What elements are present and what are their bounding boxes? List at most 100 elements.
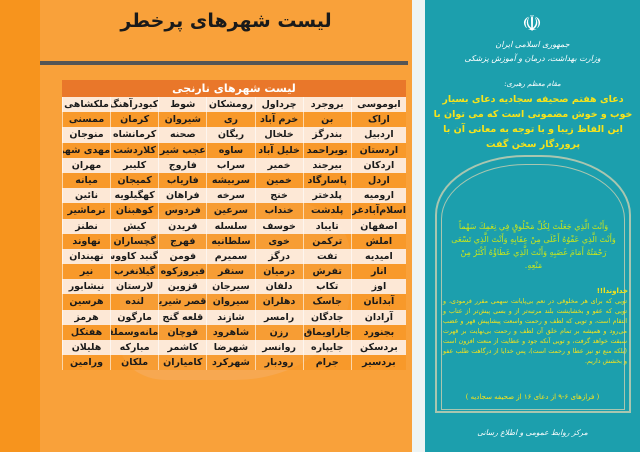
city-cell: بردسکن bbox=[350, 340, 406, 356]
city-cell: مهدی شهر bbox=[61, 142, 110, 158]
city-cell: پلدختر bbox=[302, 188, 351, 204]
city-cell: رزن bbox=[254, 324, 303, 340]
headline: دعای هفتم صحیفه سجادیه دعای بسیار خوب و … bbox=[433, 94, 633, 150]
table-row: ارومیه پلدختر خنج سرخه فراهان کهگیلویه نائین bbox=[61, 188, 406, 204]
city-cell: چرداول bbox=[254, 97, 303, 113]
khodaya-label: خداوندا!! bbox=[596, 287, 628, 295]
city-cell: سنقر bbox=[206, 264, 254, 280]
table-row: انار تفرش درمیان سنقر فیروزکوه گیلانغرب نیر bbox=[61, 264, 406, 280]
arch-frame-inner bbox=[441, 164, 625, 410]
translation-text: تویی که برای هر مخلوقی در نعم بی‌پایانت … bbox=[443, 298, 627, 365]
city-cell: پاسارگاد bbox=[302, 172, 351, 189]
city-cell: خنج bbox=[254, 188, 303, 204]
city-cell: فومن bbox=[158, 248, 206, 265]
city-cell: ابوموسی bbox=[350, 97, 406, 113]
city-cell: دهلران bbox=[254, 294, 303, 310]
city-cell: اردستان bbox=[350, 142, 406, 158]
city-cell: لارستان bbox=[110, 279, 158, 295]
city-cell: بروجرد bbox=[302, 97, 351, 113]
city-cell: سیروان bbox=[206, 294, 254, 310]
city-cell: کرمانشاه bbox=[110, 127, 158, 143]
city-cell: کلیبر bbox=[110, 157, 158, 173]
city-cell: ممسنی bbox=[61, 112, 110, 128]
city-cell: کرمان bbox=[110, 112, 158, 128]
city-cell: دلفان bbox=[254, 279, 303, 295]
city-cell: درمیان bbox=[254, 264, 303, 280]
city-cell: سربیشه bbox=[206, 172, 254, 189]
city-cell: شهرضا bbox=[206, 340, 254, 356]
source-citation: ( فرازهای ۶-۹ از دعای ۱۶ از صحیفه سجادیه… bbox=[465, 393, 600, 401]
city-cell: هفتکل bbox=[61, 324, 110, 340]
city-cell: ریگان bbox=[206, 127, 254, 143]
city-cell: خوسف bbox=[254, 218, 303, 234]
city-cell: خمین bbox=[254, 172, 303, 189]
city-cell: سیرجان bbox=[206, 279, 254, 295]
city-cell: مارگون bbox=[110, 309, 158, 325]
city-cell: کلاردشت bbox=[110, 142, 158, 158]
table-row: بردسکن جایپاره روانسر شهرضا کاشمر مبارکه هلیلا… bbox=[61, 340, 406, 356]
city-cell: سرعین bbox=[206, 203, 254, 219]
city-cell: بیرجند bbox=[302, 157, 351, 173]
city-cell: ری bbox=[206, 112, 254, 128]
city-cell: جایپاره bbox=[302, 340, 351, 356]
city-cell: مانه‌وسملقان bbox=[110, 324, 158, 340]
city-cell: شازند bbox=[206, 309, 254, 325]
city-cell: عجب شیر bbox=[158, 142, 206, 158]
city-cell: لنده bbox=[110, 294, 158, 310]
right-panel: ☫ جمهوری اسلامی ایران وزارت بهداشت، درما… bbox=[425, 0, 640, 452]
city-cell: مهران bbox=[61, 157, 110, 173]
table-row: اردبیل بندرگز خلخال ریگان صحنه کرمانشاه منوجان bbox=[61, 127, 406, 143]
city-cell: خمیر bbox=[254, 157, 303, 173]
ministry-line2: وزارت بهداشت، درمان و آموزش پزشکی bbox=[464, 54, 601, 63]
city-cell: اردبیل bbox=[350, 127, 406, 143]
city-cell: فاروج bbox=[158, 157, 206, 173]
table-row: ابوموسی بروجرد چرداول رومشکان شوط کبودرآهنگ مل… bbox=[61, 97, 406, 113]
city-cell: قصر شیرین bbox=[158, 294, 206, 310]
city-cell: قوچان bbox=[158, 324, 206, 340]
city-cell: اراک bbox=[350, 112, 406, 128]
footer-signature: مرکز روابط عمومی و اطلاع رسانی bbox=[477, 428, 588, 437]
city-cell: کوهبنان bbox=[110, 203, 158, 219]
arabic-prayer: وَأَنْتَ الَّذِي جَعَلْتَ لِكُلِّ مَخْلُ… bbox=[451, 222, 616, 270]
city-cell: جرام bbox=[302, 355, 351, 371]
city-cell: کمیجان bbox=[110, 172, 158, 189]
city-cell: نائین bbox=[61, 188, 110, 204]
city-cell: پلدشت bbox=[302, 203, 351, 219]
arch-frame bbox=[435, 155, 631, 413]
city-cell: منوجان bbox=[61, 127, 110, 143]
city-cell: سلسله bbox=[206, 218, 254, 234]
city-cell: نهبندان bbox=[61, 248, 110, 265]
city-cell: امیدیه bbox=[350, 248, 406, 265]
city-cell: فریدن bbox=[158, 218, 206, 234]
city-cell: هلیلان bbox=[61, 340, 110, 356]
city-cell: درگز bbox=[254, 248, 303, 265]
city-cell: کیش bbox=[110, 218, 158, 234]
city-cell: خرم آباد bbox=[254, 112, 303, 128]
city-cell: کبودرآهنگ bbox=[110, 97, 158, 113]
city-cell: قلعه گنج bbox=[158, 309, 206, 325]
leader-label: مقام معظم رهبری: bbox=[504, 80, 561, 88]
city-cell: اسلام‌آبادغرب bbox=[350, 203, 406, 219]
city-cell: گچساران bbox=[110, 233, 158, 249]
city-cell: نیر bbox=[61, 264, 110, 280]
city-cell: بندرگز bbox=[302, 127, 351, 143]
city-cell: جادگان bbox=[302, 309, 351, 325]
city-cell: تفرش bbox=[302, 264, 351, 280]
city-cell: فردوس bbox=[158, 203, 206, 219]
city-cell: آبدانان bbox=[350, 294, 406, 310]
city-cell: تکاب bbox=[302, 279, 351, 295]
table-row: اصفهان تایباد خوسف سلسله فریدن کیش نطنز bbox=[61, 218, 406, 234]
ministry-line1: جمهوری اسلامی ایران bbox=[495, 40, 570, 49]
city-cell: خنداب bbox=[254, 203, 303, 219]
city-cell: هرسین bbox=[61, 294, 110, 310]
divider bbox=[40, 61, 408, 65]
city-cell: سرخه bbox=[206, 188, 254, 204]
orange-cities-table: لیست شهرهای نارنجی ابوموسی بروجرد چرداول رو… bbox=[61, 80, 406, 371]
city-cell: ترکمن bbox=[302, 233, 351, 249]
city-cell: فیروزکوه bbox=[158, 264, 206, 280]
city-cell: روانسر bbox=[254, 340, 303, 356]
city-cell: آرادان bbox=[350, 309, 406, 325]
city-cell: شوط bbox=[158, 97, 206, 113]
